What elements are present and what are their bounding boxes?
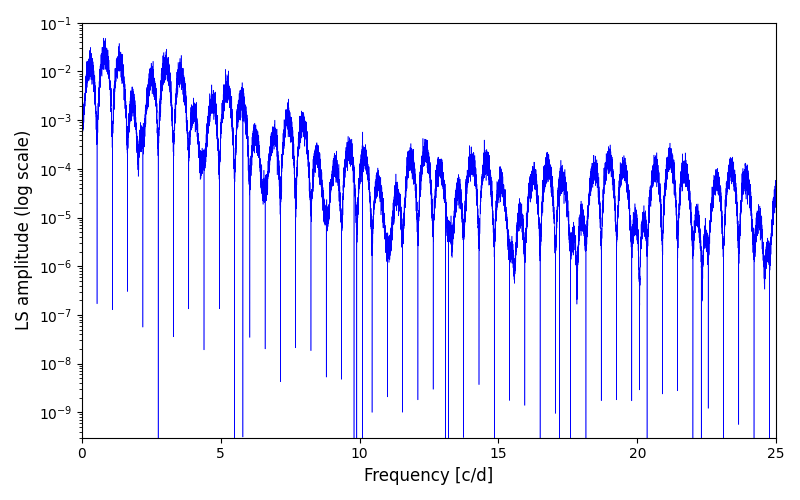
X-axis label: Frequency [c/d]: Frequency [c/d] xyxy=(364,467,494,485)
Y-axis label: LS amplitude (log scale): LS amplitude (log scale) xyxy=(15,130,33,330)
